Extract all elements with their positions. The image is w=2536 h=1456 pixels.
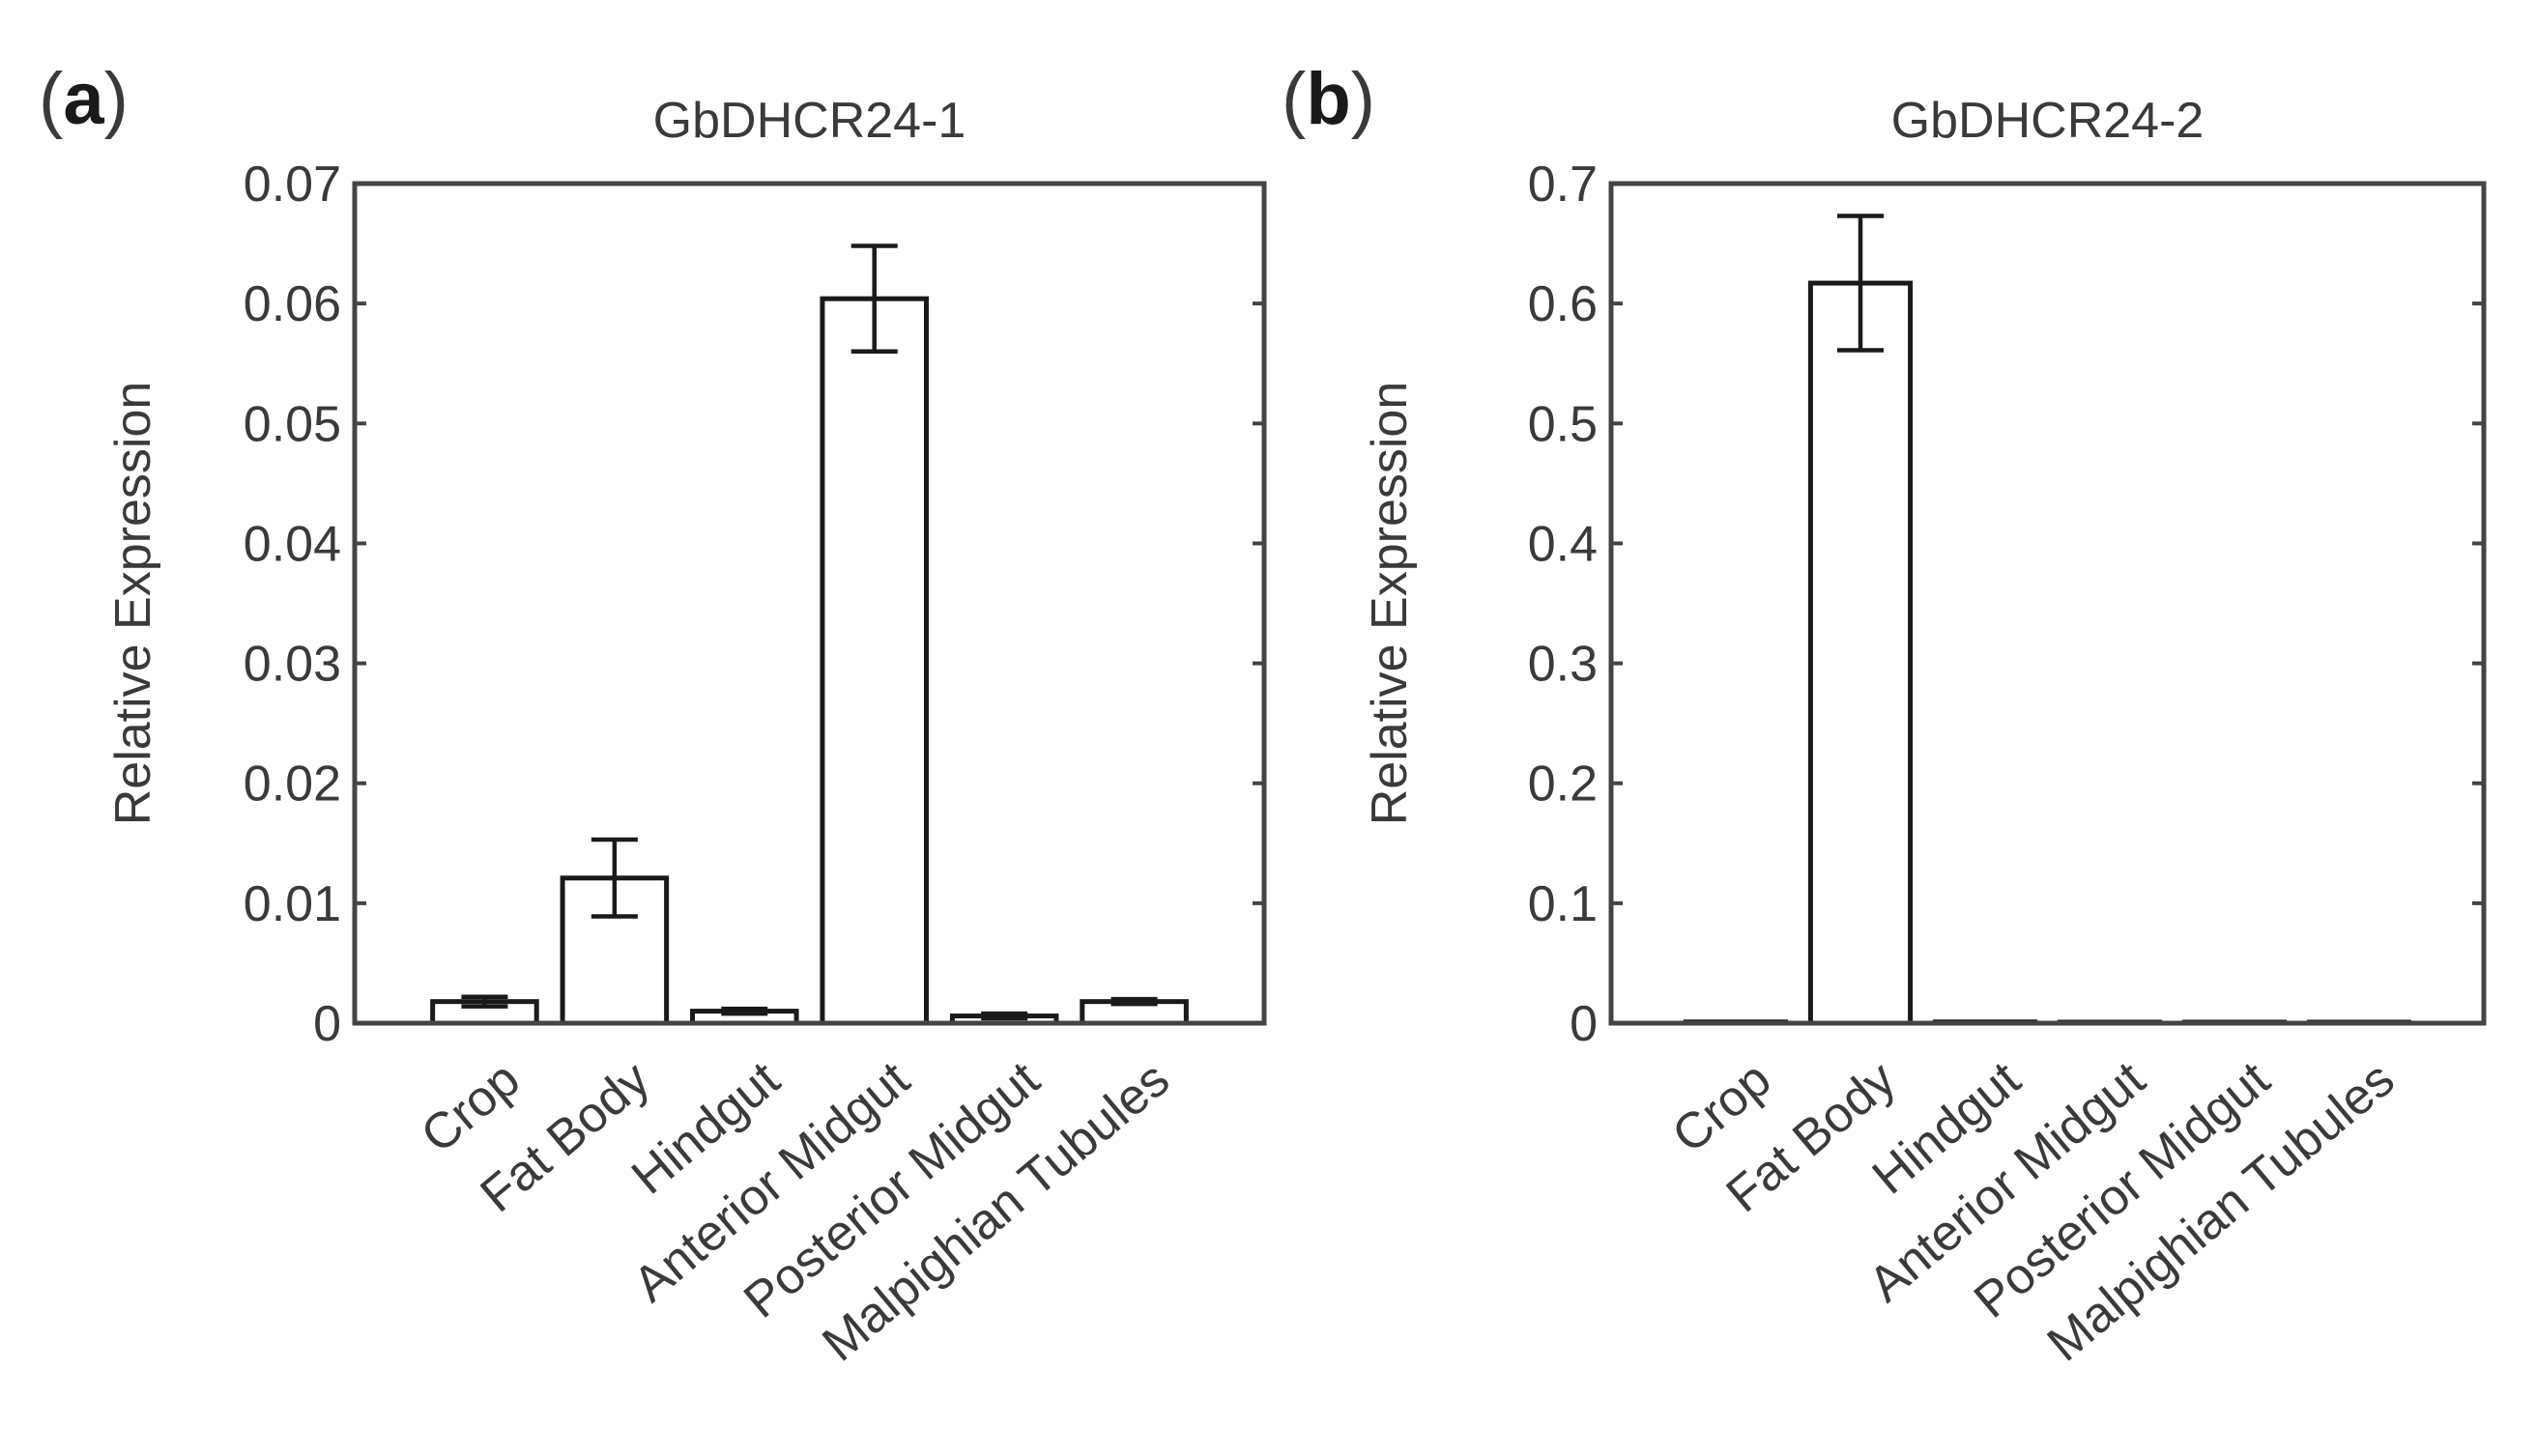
panel-letter: b bbox=[1306, 58, 1350, 140]
chart-title: GbDHCR24-2 bbox=[1891, 93, 2205, 149]
y-axis-label: Relative Expression bbox=[1362, 382, 1418, 826]
y-tick-label: 0.01 bbox=[244, 876, 341, 932]
error-bar bbox=[1110, 996, 1158, 1007]
chart-panel-b: (b) GbDHCR24-2 Relative Expression 0 0.1 0.2 0… bbox=[1282, 58, 2487, 1372]
y-tick-label: 0 bbox=[1570, 996, 1598, 1052]
y-tick-label: 0.7 bbox=[1528, 157, 1598, 213]
y-tick-label: 0.3 bbox=[1528, 637, 1598, 693]
y-tick-label: 0.1 bbox=[1528, 876, 1598, 932]
bar-fat-body bbox=[1807, 280, 1914, 1026]
plot-frame bbox=[352, 181, 1267, 1026]
y-tick-label: 0.05 bbox=[244, 396, 341, 452]
y-tick-label: 0.4 bbox=[1528, 516, 1598, 572]
chart-title: GbDHCR24-1 bbox=[653, 93, 966, 149]
error-bar bbox=[721, 1006, 768, 1016]
y-tick-label: 0.07 bbox=[244, 157, 341, 213]
y-tick-label: 0.5 bbox=[1528, 396, 1598, 452]
error-bar bbox=[591, 837, 638, 919]
bar-anterior-midgut bbox=[820, 296, 929, 1026]
panel-label: (a) bbox=[39, 58, 129, 140]
error-bar bbox=[1837, 214, 1884, 353]
error-bar bbox=[850, 243, 898, 355]
y-tick-label: 0.02 bbox=[244, 757, 341, 813]
error-bar bbox=[461, 994, 508, 1009]
y-axis-label: Relative Expression bbox=[105, 382, 161, 826]
panel-letter: a bbox=[63, 58, 104, 140]
error-bar bbox=[981, 1011, 1028, 1021]
plot-frame bbox=[1608, 181, 2487, 1026]
y-tick-label: 0 bbox=[313, 996, 341, 1052]
chart-panel-a: (a) GbDHCR24-1 Relative Expression 0 0.01 0.0… bbox=[39, 58, 1267, 1372]
y-tick-label: 0.06 bbox=[244, 276, 341, 332]
y-tick-label: 0.03 bbox=[244, 637, 341, 693]
y-tick-label: 0.2 bbox=[1528, 757, 1598, 813]
panel-label: (b) bbox=[1282, 58, 1375, 140]
y-tick-label: 0.6 bbox=[1528, 276, 1598, 332]
y-tick-label: 0.04 bbox=[244, 516, 341, 572]
